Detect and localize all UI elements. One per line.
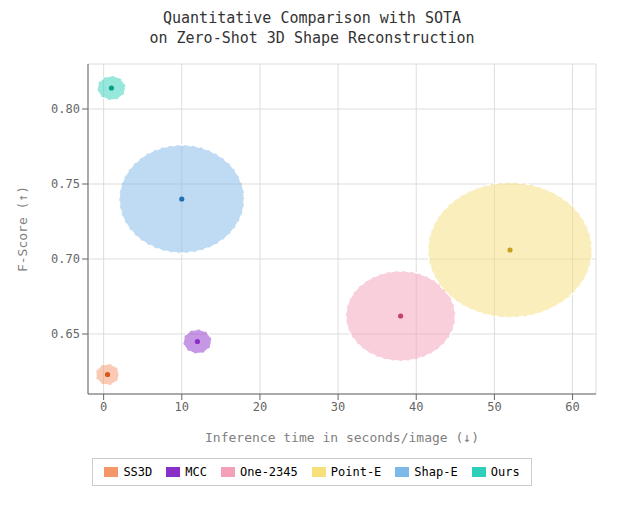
svg-text:60: 60: [565, 400, 579, 414]
html-text:One-2345: One-2345: [240, 465, 298, 479]
svg-text:10: 10: [175, 400, 189, 414]
html-text:SS3D: SS3D: [123, 465, 153, 479]
svg-text:50: 50: [487, 400, 501, 414]
svg-text:0.75: 0.75: [51, 177, 80, 191]
html-text:Quantitative Comparison with S: Quantitative Comparison with SOTA on Zer…: [149, 9, 475, 47]
html-text:MCC: MCC: [185, 465, 207, 479]
svg-text:F-Score (↑): F-Score (↑): [15, 186, 30, 272]
svg-text:40: 40: [409, 400, 423, 414]
svg-text:0: 0: [100, 400, 107, 414]
svg-text:0.65: 0.65: [51, 327, 80, 341]
html-text:Shap-E: Shap-E: [414, 465, 458, 479]
svg-text:0.80: 0.80: [51, 102, 80, 116]
html-text:Ours: Ours: [490, 465, 520, 479]
svg-text:20: 20: [253, 400, 267, 414]
html-text:Point-E: Point-E: [330, 465, 382, 479]
svg-text:0.70: 0.70: [51, 252, 80, 266]
svg-text:Inference time in seconds/imag: Inference time in seconds/image (↓): [205, 430, 479, 445]
svg-text:30: 30: [331, 400, 345, 414]
